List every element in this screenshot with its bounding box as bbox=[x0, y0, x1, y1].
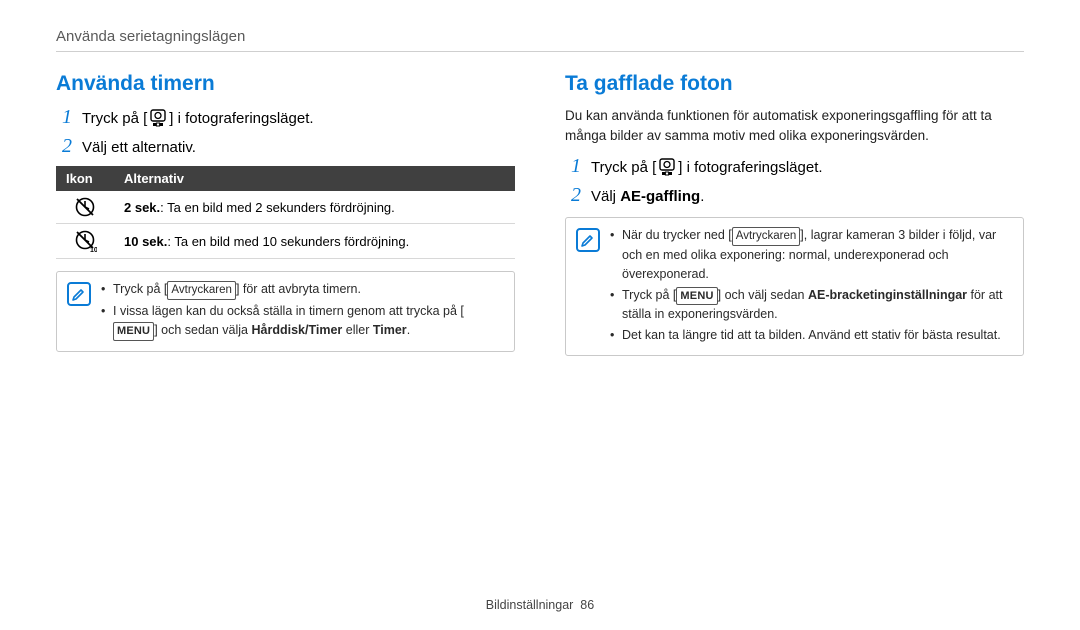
timer-2s-icon bbox=[56, 191, 114, 224]
step-text: Tryck på [ ] i fotograferingsläget. bbox=[82, 107, 314, 127]
list-item: Tryck på [Avtryckaren] för att avbryta t… bbox=[101, 280, 504, 300]
two-column-layout: Använda timern 1 Tryck på [ ] i fotografe… bbox=[56, 72, 1024, 356]
table-header-alternative: Alternativ bbox=[114, 166, 515, 191]
drive-mode-icon bbox=[658, 156, 676, 176]
menu-button-ref: MENU bbox=[113, 322, 154, 341]
section-title-bracketing: Ta gafflade foton bbox=[565, 72, 1024, 96]
note-box: När du trycker ned [Avtryckaren], lagrar… bbox=[565, 217, 1024, 356]
list-item: Tryck på [MENU] och välj sedan AE-bracke… bbox=[610, 286, 1013, 324]
note-list: När du trycker ned [Avtryckaren], lagrar… bbox=[610, 226, 1013, 347]
shutter-button-ref: Avtryckaren bbox=[167, 281, 236, 300]
step-number: 2 bbox=[565, 184, 581, 207]
drive-mode-icon bbox=[149, 107, 167, 127]
step-text-pre: Tryck på [ bbox=[591, 159, 656, 176]
step-text: Välj AE-gaffling. bbox=[591, 188, 704, 205]
step-number: 2 bbox=[56, 135, 72, 158]
step-2: 2 Välj ett alternativ. bbox=[56, 135, 515, 158]
step-2: 2 Välj AE-gaffling. bbox=[565, 184, 1024, 207]
right-column: Ta gafflade foton Du kan använda funktio… bbox=[565, 72, 1024, 356]
table-cell: 2 sek.: Ta en bild med 2 sekunders fördr… bbox=[114, 191, 515, 224]
table-header-icon: Ikon bbox=[56, 166, 114, 191]
note-icon bbox=[576, 228, 600, 252]
opt-text: : Ta en bild med 10 sekunders fördröjnin… bbox=[167, 234, 409, 249]
section-title-timer: Använda timern bbox=[56, 72, 515, 96]
step-1: 1 Tryck på [ ] i fotograferingsläget. bbox=[56, 106, 515, 129]
left-column: Använda timern 1 Tryck på [ ] i fotografe… bbox=[56, 72, 515, 356]
step-text: Välj ett alternativ. bbox=[82, 139, 196, 156]
note-icon bbox=[67, 282, 91, 306]
opt-bold: 10 sek. bbox=[124, 234, 167, 249]
list-item: Det kan ta längre tid att ta bilden. Anv… bbox=[610, 326, 1013, 345]
menu-button-ref: MENU bbox=[676, 287, 717, 306]
svg-text:10: 10 bbox=[90, 247, 97, 253]
note-box: Tryck på [Avtryckaren] för att avbryta t… bbox=[56, 271, 515, 352]
step-number: 1 bbox=[565, 155, 581, 178]
intro-text: Du kan använda funktionen för automatisk… bbox=[565, 106, 1024, 145]
table-cell: 10 sek.: Ta en bild med 10 sekunders för… bbox=[114, 224, 515, 259]
step-text-post: ] i fotograferingsläget. bbox=[678, 159, 822, 176]
step-text-pre: Tryck på [ bbox=[82, 110, 147, 127]
list-item: När du trycker ned [Avtryckaren], lagrar… bbox=[610, 226, 1013, 284]
page-footer: Bildinställningar 86 bbox=[0, 598, 1080, 612]
list-item: I vissa lägen kan du också ställa in tim… bbox=[101, 302, 504, 340]
breadcrumb: Använda serietagningslägen bbox=[56, 28, 1024, 45]
timer-options-table: Ikon Alternativ 2 sek.: Ta en bild med 2… bbox=[56, 166, 515, 259]
step-1: 1 Tryck på [ ] i fotograferingsläget. bbox=[565, 155, 1024, 178]
note-list: Tryck på [Avtryckaren] för att avbryta t… bbox=[101, 280, 504, 343]
manual-page: Använda serietagningslägen Använda timer… bbox=[0, 0, 1080, 630]
timer-10s-icon: 10 bbox=[56, 224, 114, 259]
step-text-post: ] i fotograferingsläget. bbox=[169, 110, 313, 127]
shutter-button-ref: Avtryckaren bbox=[732, 227, 801, 246]
divider bbox=[56, 51, 1024, 52]
table-row: 2 sek.: Ta en bild med 2 sekunders fördr… bbox=[56, 191, 515, 224]
footer-section: Bildinställningar bbox=[486, 598, 574, 612]
table-row: 10 10 sek.: Ta en bild med 10 sekunders … bbox=[56, 224, 515, 259]
opt-text: : Ta en bild med 2 sekunders fördröjning… bbox=[160, 200, 395, 215]
page-number: 86 bbox=[580, 598, 594, 612]
step-text: Tryck på [ ] i fotograferingsläget. bbox=[591, 156, 823, 176]
step-number: 1 bbox=[56, 106, 72, 129]
opt-bold: 2 sek. bbox=[124, 200, 160, 215]
